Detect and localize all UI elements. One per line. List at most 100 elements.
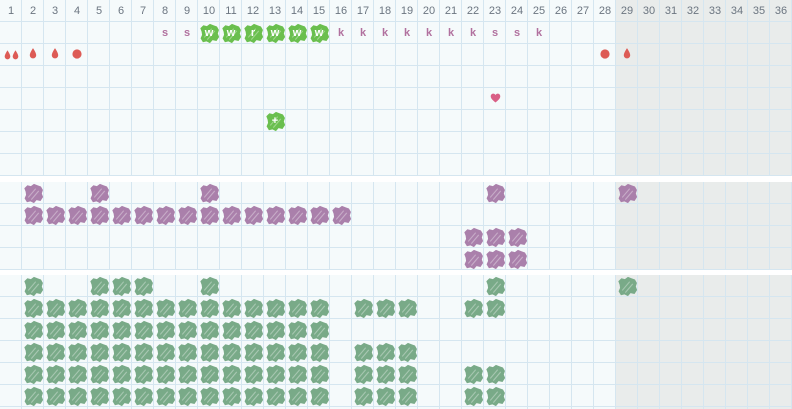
green-sticker[interactable] — [66, 319, 88, 341]
bleeding-marker[interactable] — [594, 44, 616, 66]
day-header[interactable]: 31 — [660, 0, 682, 22]
green-sticker[interactable] — [352, 341, 374, 363]
green-sticker[interactable] — [374, 341, 396, 363]
green-sticker[interactable] — [220, 385, 242, 407]
day-header[interactable]: 19 — [396, 0, 418, 22]
green-sticker[interactable] — [176, 341, 198, 363]
green-sticker[interactable] — [484, 385, 506, 407]
green-sticker[interactable] — [44, 297, 66, 319]
day-header[interactable]: 36 — [770, 0, 792, 22]
purple-sticker[interactable] — [176, 204, 198, 226]
mucus-letter-marker[interactable]: k — [528, 22, 550, 44]
day-header[interactable]: 22 — [462, 0, 484, 22]
day-header[interactable]: 17 — [352, 0, 374, 22]
green-sticker[interactable] — [220, 319, 242, 341]
mucus-blob-marker[interactable]: w — [286, 22, 308, 44]
green-sticker[interactable] — [110, 385, 132, 407]
day-header[interactable]: 6 — [110, 0, 132, 22]
green-sticker[interactable] — [396, 297, 418, 319]
green-sticker[interactable] — [154, 341, 176, 363]
green-sticker[interactable] — [22, 363, 44, 385]
green-sticker[interactable] — [22, 341, 44, 363]
mucus-letter-marker[interactable]: s — [506, 22, 528, 44]
green-sticker[interactable] — [154, 297, 176, 319]
purple-sticker[interactable] — [462, 226, 484, 248]
green-sticker[interactable] — [396, 341, 418, 363]
green-sticker[interactable] — [352, 297, 374, 319]
green-sticker[interactable] — [264, 319, 286, 341]
green-sticker[interactable] — [220, 341, 242, 363]
day-header[interactable]: 29 — [616, 0, 638, 22]
green-sticker[interactable] — [88, 275, 110, 297]
purple-sticker[interactable] — [286, 204, 308, 226]
purple-sticker[interactable] — [506, 248, 528, 270]
heart-marker[interactable] — [484, 88, 506, 110]
day-header[interactable]: 24 — [506, 0, 528, 22]
green-sticker[interactable] — [286, 319, 308, 341]
mucus-blob-marker[interactable]: w — [308, 22, 330, 44]
green-sticker[interactable] — [220, 363, 242, 385]
bleeding-marker[interactable] — [616, 44, 638, 66]
green-sticker[interactable] — [220, 297, 242, 319]
day-header[interactable]: 13 — [264, 0, 286, 22]
note-blob-marker[interactable]: + — [264, 110, 286, 132]
green-sticker[interactable] — [462, 385, 484, 407]
green-sticker[interactable] — [88, 341, 110, 363]
day-header[interactable]: 7 — [132, 0, 154, 22]
day-header[interactable]: 20 — [418, 0, 440, 22]
green-sticker[interactable] — [286, 297, 308, 319]
green-sticker[interactable] — [132, 275, 154, 297]
day-header[interactable]: 26 — [550, 0, 572, 22]
bleeding-marker[interactable] — [0, 44, 22, 66]
mucus-letter-marker[interactable]: s — [176, 22, 198, 44]
green-sticker[interactable] — [110, 363, 132, 385]
green-sticker[interactable] — [66, 297, 88, 319]
green-sticker[interactable] — [286, 341, 308, 363]
green-sticker[interactable] — [242, 385, 264, 407]
day-header[interactable]: 16 — [330, 0, 352, 22]
purple-sticker[interactable] — [242, 204, 264, 226]
green-sticker[interactable] — [22, 275, 44, 297]
purple-sticker[interactable] — [88, 204, 110, 226]
green-sticker[interactable] — [264, 385, 286, 407]
purple-sticker[interactable] — [198, 182, 220, 204]
mucus-letter-marker[interactable]: k — [440, 22, 462, 44]
green-sticker[interactable] — [484, 297, 506, 319]
mucus-letter-marker[interactable]: k — [330, 22, 352, 44]
day-header[interactable]: 18 — [374, 0, 396, 22]
day-header[interactable]: 10 — [198, 0, 220, 22]
day-header[interactable]: 11 — [220, 0, 242, 22]
day-header[interactable]: 14 — [286, 0, 308, 22]
green-sticker[interactable] — [264, 341, 286, 363]
green-sticker[interactable] — [88, 363, 110, 385]
day-header[interactable]: 21 — [440, 0, 462, 22]
purple-sticker[interactable] — [462, 248, 484, 270]
green-sticker[interactable] — [198, 319, 220, 341]
green-sticker[interactable] — [484, 363, 506, 385]
green-sticker[interactable] — [286, 385, 308, 407]
green-sticker[interactable] — [110, 341, 132, 363]
green-sticker[interactable] — [88, 385, 110, 407]
green-sticker[interactable] — [132, 385, 154, 407]
purple-sticker[interactable] — [484, 248, 506, 270]
green-sticker[interactable] — [22, 319, 44, 341]
purple-sticker[interactable] — [88, 182, 110, 204]
green-sticker[interactable] — [308, 341, 330, 363]
green-sticker[interactable] — [198, 385, 220, 407]
green-sticker[interactable] — [154, 363, 176, 385]
green-sticker[interactable] — [44, 363, 66, 385]
green-sticker[interactable] — [484, 275, 506, 297]
green-sticker[interactable] — [22, 297, 44, 319]
day-header[interactable]: 23 — [484, 0, 506, 22]
purple-sticker[interactable] — [484, 226, 506, 248]
purple-sticker[interactable] — [110, 204, 132, 226]
green-sticker[interactable] — [176, 297, 198, 319]
purple-sticker[interactable] — [616, 182, 638, 204]
green-sticker[interactable] — [66, 341, 88, 363]
green-sticker[interactable] — [154, 319, 176, 341]
green-sticker[interactable] — [198, 275, 220, 297]
mucus-blob-marker[interactable]: w — [198, 22, 220, 44]
green-sticker[interactable] — [242, 363, 264, 385]
day-header[interactable]: 30 — [638, 0, 660, 22]
day-header[interactable]: 9 — [176, 0, 198, 22]
